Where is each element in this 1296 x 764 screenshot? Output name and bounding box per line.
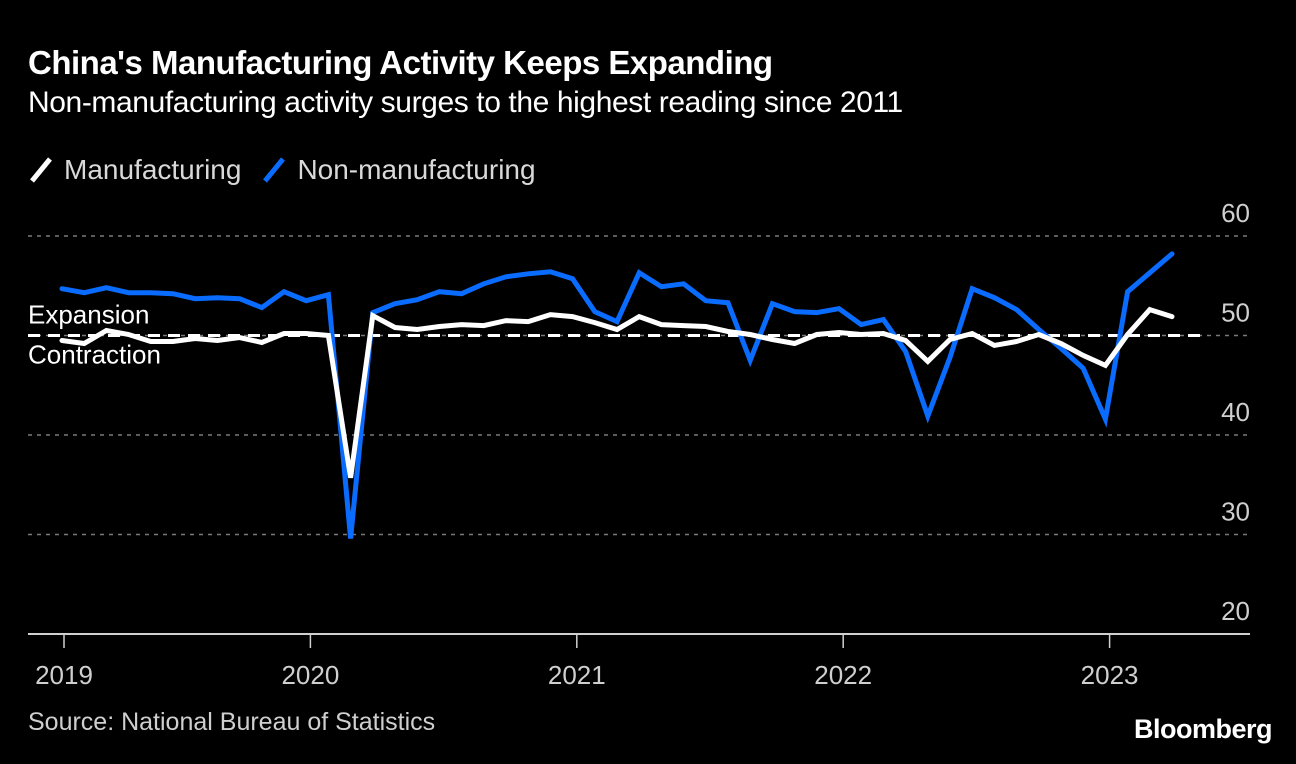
legend: Manufacturing Non-manufacturing [28, 154, 556, 186]
legend-item-non-manufacturing: Non-manufacturing [261, 154, 536, 186]
series-line-non-manufacturing [59, 251, 1175, 539]
y-tick-label-60: 60 [1221, 198, 1250, 228]
x-tick-label-2023: 2023 [1081, 660, 1139, 690]
legend-item-manufacturing: Manufacturing [28, 154, 241, 186]
chart-title: China's Manufacturing Activity Keeps Exp… [28, 44, 773, 81]
threshold-label-contraction: Contraction [28, 340, 161, 370]
x-tick-label-2020: 2020 [281, 660, 339, 690]
x-tick-label-2021: 2021 [548, 660, 606, 690]
x-tick-label-2019: 2019 [35, 660, 93, 690]
y-tick-label-30: 30 [1221, 497, 1250, 527]
x-tick-label-2022: 2022 [814, 660, 872, 690]
legend-label-manufacturing: Manufacturing [64, 154, 242, 185]
y-tick-label-20: 20 [1221, 596, 1250, 626]
legend-label-non-manufacturing: Non-manufacturing [297, 154, 536, 185]
legend-swatch-manufacturing-icon [28, 155, 54, 185]
source-note: Source: National Bureau of Statistics [28, 708, 436, 736]
y-tick-label-50: 50 [1221, 298, 1250, 328]
y-tick-label-40: 40 [1221, 397, 1250, 427]
legend-swatch-non-manufacturing-icon [261, 155, 287, 185]
bloomberg-logo: Bloomberg [1133, 714, 1273, 744]
chart-subtitle: Non-manufacturing activity surges to the… [28, 86, 903, 119]
threshold-label-expansion: Expansion [28, 300, 149, 330]
